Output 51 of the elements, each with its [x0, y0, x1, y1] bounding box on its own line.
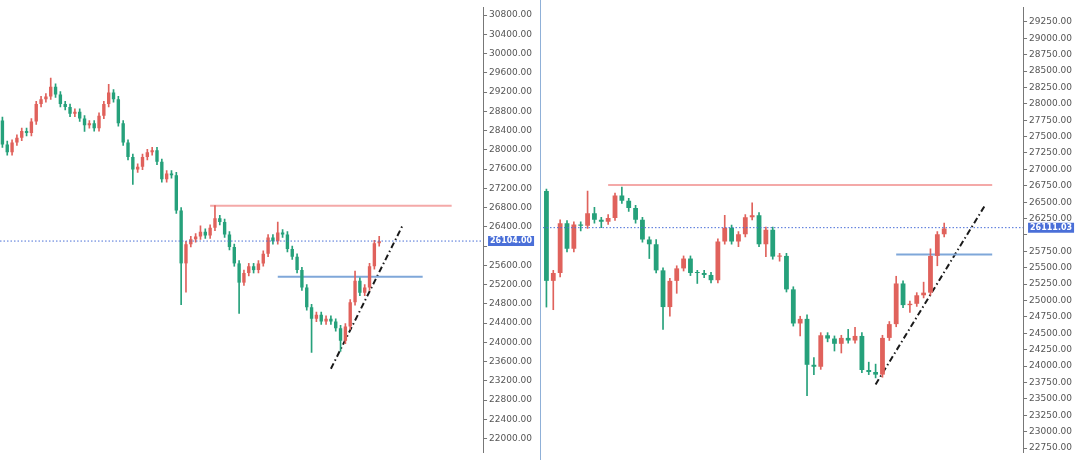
y-tick-label: 23250.00: [1029, 409, 1073, 420]
y-tick-label: 27750.00: [1029, 114, 1073, 125]
y-tick-label: 28000.00: [489, 144, 533, 155]
y-tick-label: 25200.00: [489, 278, 533, 289]
y-tick-label: 25000.00: [1029, 294, 1073, 305]
y-tick-label: 22000.00: [489, 432, 533, 443]
y-tick-label: 27000.00: [1029, 163, 1073, 174]
y-tick-label: 29250.00: [1029, 16, 1073, 27]
y-tick-label: 27200.00: [489, 182, 533, 193]
y-tick-label: 30000.00: [489, 47, 533, 58]
y-tick-label: 25500.00: [1029, 262, 1073, 273]
y-tick-label: 24000.00: [489, 336, 533, 347]
ref-line-label: 26104.00: [490, 236, 533, 246]
y-tick-label: 26750.00: [1029, 180, 1073, 191]
y-tick-label: 28750.00: [1029, 48, 1073, 59]
y-tick-label: 26800.00: [489, 201, 533, 212]
y-tick-label: 28500.00: [1029, 65, 1073, 76]
y-tick-label: 24500.00: [1029, 327, 1073, 338]
y-tick-label: 24750.00: [1029, 311, 1073, 322]
candlestick: [578, 221, 584, 232]
y-tick-label: 24800.00: [489, 298, 533, 309]
y-tick-label: 24250.00: [1029, 344, 1073, 355]
y-tick-label: 29200.00: [489, 86, 533, 97]
y-tick-label: 24400.00: [489, 317, 533, 328]
y-tick-label: 26400.00: [489, 221, 533, 232]
y-tick-label: 29000.00: [1029, 32, 1073, 43]
y-tick-label: 27500.00: [1029, 130, 1073, 141]
y-tick-label: 24000.00: [1029, 360, 1073, 371]
y-tick-label: 28400.00: [489, 124, 533, 135]
y-tick-label: 28800.00: [489, 105, 533, 116]
y-tick-label: 26500.00: [1029, 196, 1073, 207]
y-tick-label: 25600.00: [489, 259, 533, 270]
y-tick-label: 23500.00: [1029, 393, 1073, 404]
y-tick-label: 23200.00: [489, 375, 533, 386]
y-tick-label: 22400.00: [489, 413, 533, 424]
y-tick-label: 23750.00: [1029, 376, 1073, 387]
y-tick-label: 23000.00: [1029, 426, 1073, 437]
y-tick-label: 28000.00: [1029, 98, 1073, 109]
y-tick-label: 23600.00: [489, 355, 533, 366]
ref-line-label: 26111.03: [1030, 222, 1073, 232]
y-tick-label: 26250.00: [1029, 212, 1073, 223]
y-tick-label: 27600.00: [489, 163, 533, 174]
y-tick-label: 29600.00: [489, 67, 533, 78]
y-tick-label: 27250.00: [1029, 147, 1073, 158]
y-tick-label: 25750.00: [1029, 245, 1073, 256]
y-tick-label: 22800.00: [489, 394, 533, 405]
y-tick-label: 28250.00: [1029, 81, 1073, 92]
y-tick-label: 30400.00: [489, 28, 533, 39]
y-tick-label: 22750.00: [1029, 442, 1073, 453]
y-tick-label: 30800.00: [489, 9, 533, 20]
y-tick-label: 25250.00: [1029, 278, 1073, 289]
